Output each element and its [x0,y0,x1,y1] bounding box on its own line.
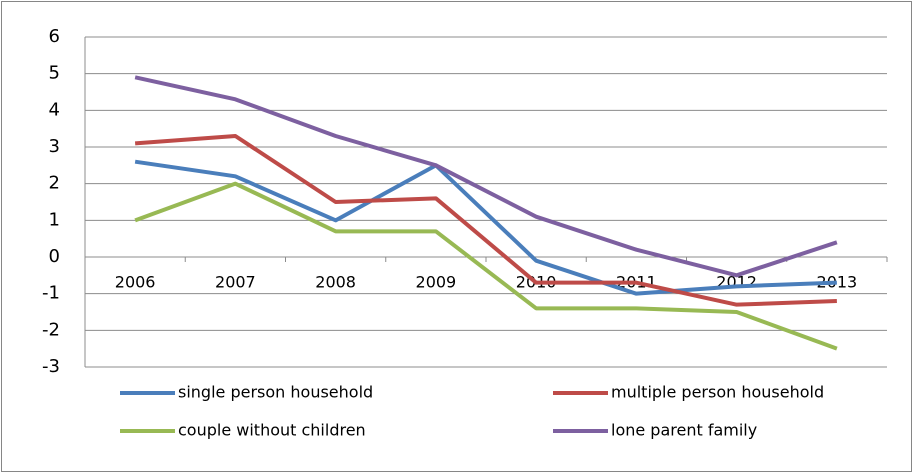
x-tick-label: 2009 [416,273,457,292]
y-tick-label: 3 [49,136,60,157]
y-tick-label: 1 [49,209,60,230]
series-line [134,134,837,307]
y-tick-label: 6 [49,26,60,47]
series-line [134,75,838,278]
y-tick-label: -2 [42,319,60,340]
y-tick-label: 4 [49,99,60,120]
x-tick-label: 2006 [115,273,156,292]
legend-label: single person household [178,383,373,402]
y-tick-label: 0 [49,246,60,267]
x-tick-label: 2007 [215,273,256,292]
x-tick-label: 2013 [817,273,858,292]
series-line [134,159,837,296]
y-tick-label: 5 [49,63,60,84]
x-tick-label: 2008 [315,273,356,292]
y-tick-label: -3 [42,356,60,377]
legend-label: multiple person household [611,383,824,402]
legend-label: couple without children [178,421,366,440]
series-line [134,181,838,351]
y-tick-label: 2 [49,173,60,194]
legend-label: lone parent family [611,421,757,440]
y-tick-label: -1 [42,283,60,304]
